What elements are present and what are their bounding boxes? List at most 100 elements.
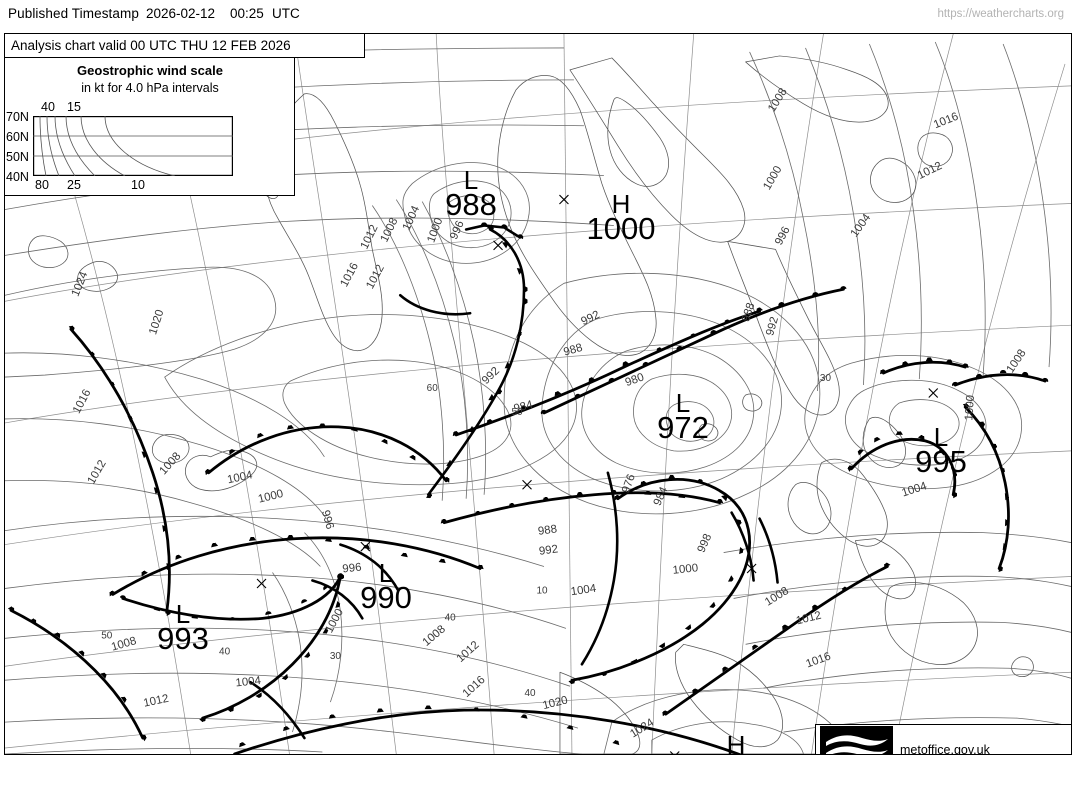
isobar-label: 1008 [763,585,791,609]
isobar-label: 1000 [323,607,346,635]
wind-scale-lat-40n: 40N [6,170,29,184]
isobar-label: 1012 [86,458,109,486]
isobar-label: 996 [319,509,336,531]
isobar-label: 1016 [932,111,960,132]
isobar-label: 996 [773,225,793,248]
isobar-label: 992 [480,365,502,387]
isobar-label: 1012 [455,639,482,665]
metoffice-logo: Met Office [820,726,893,754]
centre-cross-marker [360,541,371,552]
isobar-label: 1004 [570,583,598,599]
published-date-value: 2026-02-12 [146,6,216,21]
page-header: Published Timestamp 2026-02-12 00:25 UTC… [0,0,1076,33]
wind-speed-label: 50 [101,630,113,641]
cold-front-988-pips [428,229,524,494]
isobar-label: 1004 [226,469,254,486]
credit-text-block: metoffice.gov.uk © Crown Copyright [893,725,1006,755]
occluded-front-972 [570,478,752,682]
isobar-label: 1012 [142,693,169,710]
cold-front-occlusion [454,309,761,437]
wind-scale-title: Geostrophic wind scale [77,63,223,78]
isobar-label: 984 [513,399,535,415]
isobar-label: 1012 [795,610,823,628]
metoffice-credit-box: Met Office metoffice.gov.uk © Crown Copy… [815,724,1071,755]
warm-front-993-pips [119,573,343,621]
wind-scale-subtitle: in kt for 4.0 hPa intervals [81,81,219,95]
isobar-label: 1020 [147,308,166,336]
centre-cross-marker [746,563,757,574]
isobar-label: 1016 [461,674,488,700]
isobar-label: 1008 [1004,347,1028,375]
isobar-label: 1008 [421,623,448,649]
isobar-label: 984 [652,485,671,508]
trough-right-995 [730,511,755,582]
isobar-label: 1000 [425,216,445,244]
isobar-label: 996 [448,219,467,241]
warm-front-995-east [953,373,1047,387]
surface-pressure-chart: 1016101210201024100810041000996996100010… [5,34,1071,754]
cold-front-southern-ne [664,565,889,716]
isobar-label: 1012 [916,160,944,182]
centre-cross-marker [928,388,939,398]
cold-front-scotland-pips [444,494,719,523]
trough-972 [580,471,619,666]
cold-front-988 [428,229,524,494]
warm-front-993 [121,575,342,621]
cold-front-scotland [442,491,722,525]
wind-speed-label: 30 [330,651,342,662]
published-timezone-value: UTC [272,6,300,21]
isobar-label: 1004 [235,675,262,690]
wind-scale-lat-70n: 70N [6,110,29,124]
isobar-label: 1012 [359,223,381,251]
trough-lower-left [249,680,306,740]
isobar-label: 988 [562,342,584,359]
published-time-value: 00:25 [230,6,264,21]
trough-right-995b [758,517,779,584]
warm-front-995-north [881,360,967,375]
cold-front-995 [963,405,1010,570]
wind-scale-lat-50n: 50N [6,150,29,164]
wind-speed-label: 30 [820,373,832,384]
isobar-label: 988 [740,301,757,323]
cold-front-southern [233,708,743,754]
centre-cross-marker [669,751,680,754]
isobar-label: 1024 [70,270,91,299]
wind-scale-bottom-label-80: 80 [35,178,49,192]
isobar-label: 1000 [257,488,285,506]
isobar-label: 1000 [963,395,977,421]
wind-scale-lat-60n: 60N [6,130,29,144]
trough-lower-1 [339,543,400,592]
wind-speed-labels: 60 50 30 50 40 30 40 10 40 [101,373,831,699]
wind-scale-top-label-40: 40 [41,100,55,114]
occluded-front-972-pips [572,479,740,680]
isobar-label: 998 [696,532,715,554]
wind-scale-top-label-15: 15 [67,100,81,114]
wind-speed-label: 40 [445,612,457,623]
isobar-label: 992 [764,316,781,338]
warm-front-norway [542,287,845,415]
isobar-label: 1016 [338,261,361,289]
isobar-label: 1004 [900,480,929,499]
centre-cross-markers [256,194,939,754]
credit-url: metoffice.gov.uk [900,743,990,755]
wind-speed-label: 10 [536,585,548,596]
wind-scale-nomogram [33,116,233,176]
isobar-label: 1008 [157,450,183,477]
trough-lower-2 [311,579,364,620]
isobar-label: 1016 [71,387,94,415]
isobar-label: 988 [537,523,558,538]
trough-988 [398,293,472,316]
isobar-label: 1012 [364,263,387,291]
wind-speed-label: 50 [511,407,523,418]
site-url-watermark: https://weathercharts.org [937,8,1064,20]
isobar-label: 1004 [849,211,874,239]
published-timestamp-label: Published Timestamp [8,6,139,21]
wind-scale-bottom-label-10: 10 [131,178,145,192]
wind-scale-bottom-label-25: 25 [67,178,81,192]
wind-speed-label: 40 [219,646,231,657]
centre-cross-marker [493,240,503,251]
centre-cross-marker [522,479,532,490]
isobar-label: 1020 [541,694,569,712]
centre-cross-marker [256,578,267,589]
isobar-label: 1000 [761,164,784,192]
